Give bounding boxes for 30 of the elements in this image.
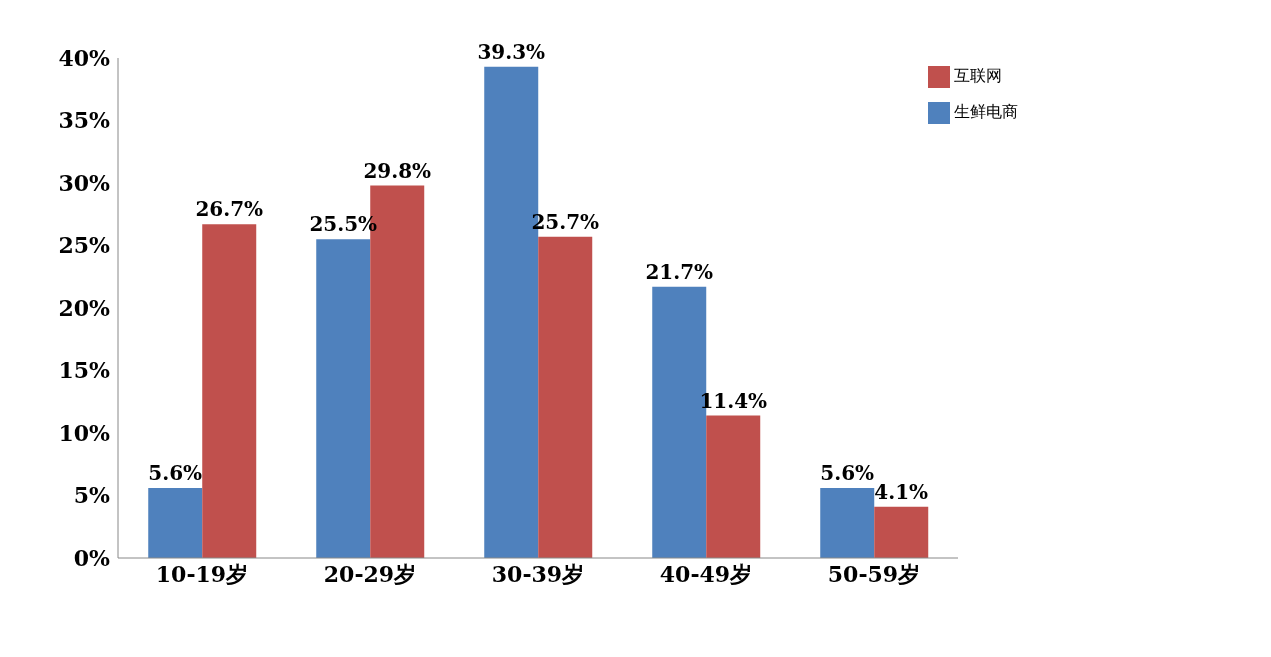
data-label: 5.6%: [148, 461, 203, 485]
bar: [874, 506, 929, 558]
data-label: 21.7%: [645, 259, 714, 284]
x-tick-label: 20-29岁: [323, 560, 417, 587]
bar: [706, 415, 761, 558]
bar: [148, 488, 203, 558]
y-tick-label: 10%: [58, 419, 111, 446]
x-tick-label: 30-39岁: [491, 560, 585, 587]
y-tick-label: 30%: [58, 169, 111, 196]
data-label: 5.6%: [820, 461, 875, 485]
data-label: 4.1%: [874, 479, 929, 504]
data-label: 29.8%: [363, 158, 432, 183]
data-label: 39.3%: [477, 39, 546, 64]
y-tick-label: 20%: [58, 294, 111, 321]
data-label: 26.7%: [195, 197, 264, 222]
x-tick-label: 40-49岁: [659, 560, 753, 587]
bar: [316, 239, 371, 558]
x-tick-label: 50-59岁: [827, 560, 921, 587]
y-tick-label: 40%: [58, 44, 111, 71]
y-tick-label: 5%: [73, 482, 111, 509]
y-tick-label: 25%: [58, 232, 111, 259]
x-tick-label: 10-19岁: [155, 560, 249, 587]
legend-label: 生鲜电商: [954, 102, 1018, 121]
bar: [538, 236, 593, 558]
y-tick-label: 15%: [58, 357, 111, 384]
bar: [202, 224, 257, 558]
y-tick-label: 0%: [73, 544, 111, 571]
y-tick-label: 35%: [58, 107, 111, 134]
legend-label: 互联网: [954, 66, 1002, 85]
bar: [820, 488, 875, 558]
